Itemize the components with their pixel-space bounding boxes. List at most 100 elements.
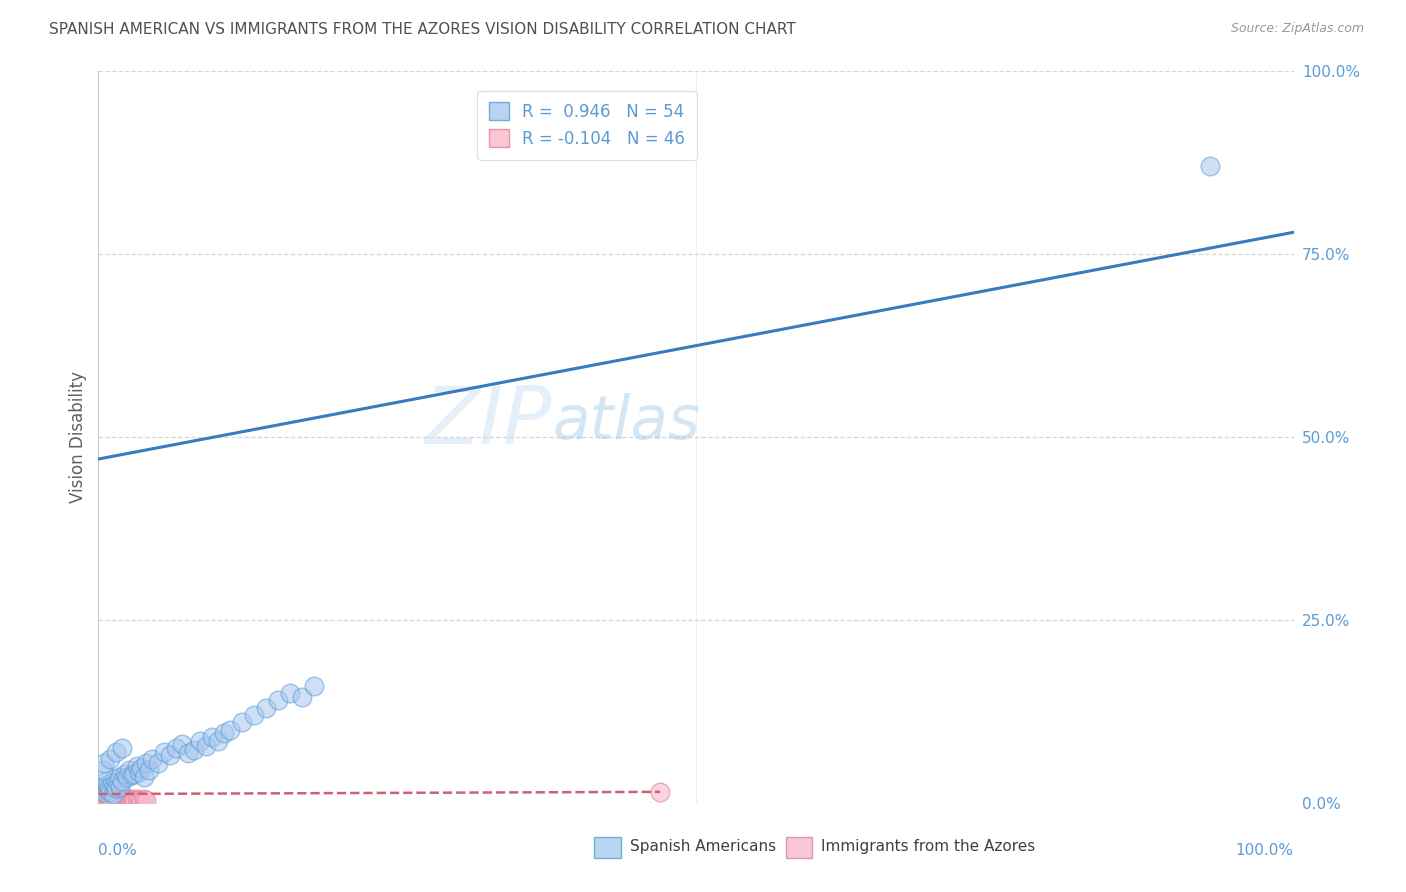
Point [91,763,114,777]
Point [128,765,150,780]
Point [128,793,150,807]
Point [124,766,146,780]
Point [111,740,134,755]
Point [91,781,114,796]
Point [138,763,160,777]
Point [112,792,135,806]
Point [120,794,142,808]
Text: Spanish Americans: Spanish Americans [630,839,776,855]
Point [115,791,138,805]
Point [1199,160,1222,174]
Point [93,756,115,770]
Text: Source: ZipAtlas.com: Source: ZipAtlas.com [1230,22,1364,36]
Point [91,793,114,807]
Point [267,693,290,707]
Point [105,793,128,807]
Point [114,793,136,807]
Point [98,794,121,808]
Point [93,793,115,807]
Point [131,761,153,775]
Point [103,778,125,792]
Point [98,792,122,806]
Point [96,792,118,806]
Point [278,686,301,700]
Point [90,794,112,808]
Point [98,785,122,799]
Point [97,791,120,805]
Point [98,792,121,806]
Point [122,793,145,807]
Point [101,787,124,801]
Text: ZIP: ZIP [425,384,553,461]
Point [97,794,120,808]
Point [219,723,242,737]
Point [107,792,129,806]
Point [231,715,253,730]
Point [114,766,136,780]
Point [96,793,118,807]
Point [165,740,187,755]
Point [100,775,122,789]
Point [177,746,200,760]
Point [96,793,118,807]
Point [291,690,314,704]
Point [89,794,111,808]
Point [100,793,122,807]
Point [121,792,143,806]
Point [111,773,134,788]
Text: SPANISH AMERICAN VS IMMIGRANTS FROM THE AZORES VISION DISABILITY CORRELATION CHA: SPANISH AMERICAN VS IMMIGRANTS FROM THE … [49,22,796,37]
Point [89,793,111,807]
Point [118,763,141,777]
Point [153,745,176,759]
Point [117,792,139,806]
Point [107,794,129,808]
Point [107,775,129,789]
Text: 100.0%: 100.0% [1236,843,1294,858]
Point [94,794,117,808]
Point [201,730,224,744]
Point [172,737,194,751]
Point [135,793,157,807]
Point [98,780,121,794]
Point [94,792,117,806]
Text: 0.0%: 0.0% [98,843,138,858]
Point [104,792,127,806]
Point [96,778,118,792]
Point [195,739,218,753]
Point [94,773,117,788]
Point [650,785,672,799]
Point [207,733,229,747]
Point [124,794,146,808]
Point [93,794,115,808]
Point [104,772,127,787]
Point [135,756,157,770]
Point [121,768,143,782]
Point [110,791,132,805]
FancyBboxPatch shape [786,838,811,858]
Point [91,791,114,805]
Point [243,708,266,723]
Point [93,785,115,799]
Point [107,770,129,784]
Point [105,781,128,796]
Point [108,780,131,794]
Point [105,745,128,759]
Y-axis label: Vision Disability: Vision Disability [69,371,87,503]
Text: atlas: atlas [553,393,700,452]
Point [148,756,170,770]
Point [101,791,124,805]
Point [188,733,211,747]
Point [90,792,112,806]
FancyBboxPatch shape [595,838,620,858]
Point [302,679,325,693]
Point [100,793,122,807]
Point [212,726,235,740]
Text: Immigrants from the Azores: Immigrants from the Azores [821,839,1036,855]
Point [91,792,114,806]
Point [98,752,122,766]
Point [254,700,277,714]
Legend: R =  0.946   N = 54, R = -0.104   N = 46: R = 0.946 N = 54, R = -0.104 N = 46 [477,91,697,160]
Point [125,759,148,773]
Point [125,792,148,806]
Point [103,794,125,808]
